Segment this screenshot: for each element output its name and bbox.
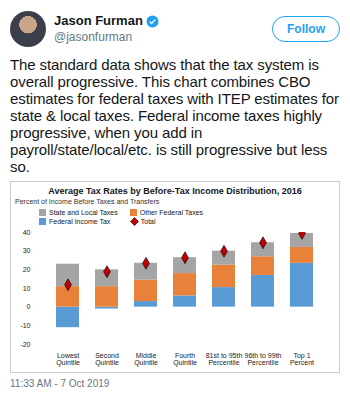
html-text:Jason Furman: Jason Furman: [54, 13, 143, 28]
svg-text:81st to 95thPercentile: 81st to 95thPercentile: [206, 352, 243, 366]
svg-text:96th to 99thPercentile: 96th to 99thPercentile: [245, 352, 282, 366]
svg-text:SecondQuintile: SecondQuintile: [95, 352, 119, 367]
html-text:Average Tax Rates by Before-Ta: Average Tax Rates by Before-Tax Income D…: [48, 186, 302, 196]
html-text:The standard data shows that t: The standard data shows that the tax sys…: [10, 56, 339, 175]
svg-text:20: 20: [23, 266, 31, 273]
svg-text:FourthQuintile: FourthQuintile: [173, 352, 197, 367]
svg-text:0: 0: [27, 303, 31, 310]
html-text:@jasonfurman: @jasonfurman: [54, 30, 133, 44]
svg-text:-20: -20: [20, 341, 30, 348]
html-text:11:33 AM - 7 Oct 2019: 11:33 AM - 7 Oct 2019: [10, 378, 110, 389]
html-text:Total: Total: [140, 218, 156, 225]
svg-text:-10: -10: [20, 322, 30, 329]
svg-text:LowestQuintile: LowestQuintile: [56, 352, 80, 367]
html-text:Follow: Follow: [287, 22, 325, 36]
html-text:Percent of Income Before Taxes: Percent of Income Before Taxes and Trans…: [15, 198, 160, 205]
svg-text:40: 40: [23, 229, 31, 236]
html-text:Federal Income Tax: Federal Income Tax: [49, 218, 111, 225]
html-text:Other Federal Taxes: Other Federal Taxes: [139, 209, 204, 216]
svg-text:MiddleQuintile: MiddleQuintile: [134, 352, 158, 367]
svg-text:30: 30: [23, 247, 31, 254]
svg-text:10: 10: [23, 285, 31, 292]
svg-text:Top 1Percent: Top 1Percent: [290, 352, 314, 366]
html-text:State and Local Taxes: State and Local Taxes: [49, 209, 118, 216]
